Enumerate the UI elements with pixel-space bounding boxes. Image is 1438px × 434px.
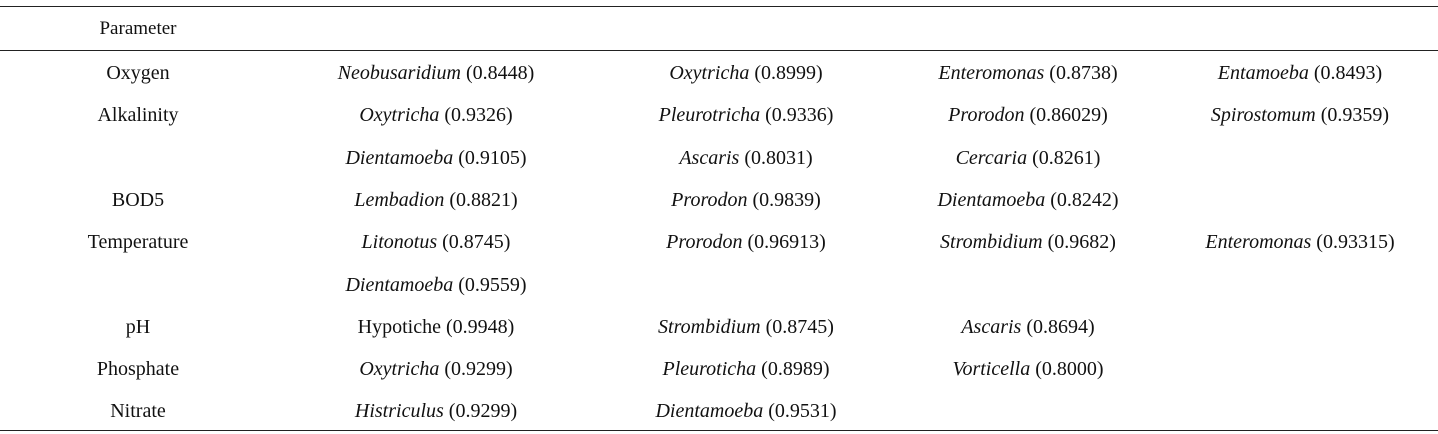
table-row: Nitrate Histriculus (0.9299) Dientamoeba (… [110,400,837,423]
correlation-value: (0.9299) [448,400,518,423]
correlation-value: (0.9336) [765,104,834,127]
correlation-value: (0.8448) [466,62,535,84]
table-row: Alkalinity Oxytricha (0.9326) Pleurotricha… [97,104,1390,127]
table-row: Oxygen Neobusaridium (0.8448) Oxytricha (0… [106,62,1383,84]
organism-name: Prorodon [948,104,1025,127]
correlation-value: (0.9839) [752,188,821,211]
correlation-value: (0.8261) [1032,146,1101,169]
correlation-value: (0.96913) [747,231,826,254]
organism-name: Pleuroticha [662,358,757,381]
organism-name: Pleurotricha [658,104,761,127]
correlation-value: (0.9359) [1320,104,1390,127]
correlation-value: (0.9948) [445,315,515,338]
correlation-value: (0.9531) [768,400,837,423]
table-row: Dientamoeba (0.9559) [0,270,1438,300]
organism-name: Ascaris [961,315,1022,338]
organism-name: Ascaris [679,146,740,169]
correlation-value: (0.9682) [1047,231,1116,254]
organism-name: Histriculus [354,400,444,423]
table-bottom-rule [0,430,1438,431]
organism-name: Oxytricha [359,358,440,381]
organism-name: Dientamoeba [345,146,454,169]
table-row: Dientamoeba (0.9105) Ascaris (0.8031) Cerc… [0,143,1438,173]
organism-name: Oxytricha [669,62,750,84]
organism-name: Vorticella [952,358,1031,381]
organism-name: Enteromonas [1205,231,1312,254]
table-top-rule [0,6,1438,7]
correlation-value: (0.9559) [458,273,527,296]
correlation-value: (0.8493) [1313,62,1383,84]
correlation-value: (0.8821) [449,188,518,211]
table-header-rule [0,50,1438,51]
table-row: Phosphate Oxytricha (0.9299) Pleuroticha (… [96,358,1104,381]
correlation-value: (0.9299) [444,358,513,381]
organism-name: Hypotiche [357,315,441,338]
table-row: Temperature Litonotus (0.8745) Prorodon (0… [87,231,1395,254]
organism-name: Oxytricha [359,104,440,127]
correlation-value: (0.93315) [1316,231,1395,254]
organism-name: Enteromonas [938,62,1045,84]
correlation-value: (0.8999) [754,62,823,84]
table-row: pH Hypotiche (0.9948) Strombidium (0.8745)… [125,315,1095,338]
organism-name: Strombidium [658,315,761,338]
correlation-value: (0.8745) [442,231,511,254]
correlation-value: (0.8989) [761,358,830,381]
organism-name: Neobusaridium [337,62,462,84]
table-row: BOD5 Lembadion (0.8821) Prorodon (0.9839) D… [111,188,1119,211]
organism-name: Prorodon [666,231,743,254]
organism-name: Prorodon [671,188,748,211]
organism-name: Entamoeba [1217,62,1309,84]
organism-name: Strombidium [940,231,1043,254]
correlation-value: (0.9105) [458,146,527,169]
organism-name: Litonotus [361,231,438,254]
correlation-value: (0.8694) [1026,315,1095,338]
correlation-value: (0.8242) [1050,188,1119,211]
correlation-value: (0.8745) [765,315,834,338]
organism-name: Spirostomum [1210,104,1316,127]
organism-name: Dientamoeba [345,273,454,296]
correlation-value: (0.8738) [1049,62,1118,84]
organism-name: Dientamoeba [655,400,764,423]
correlation-value: (0.9326) [444,104,513,127]
organism-name: Dientamoeba [937,188,1046,211]
correlation-value: (0.8000) [1035,358,1104,381]
organism-name: Lembadion [354,188,445,211]
correlation-value: (0.86029) [1029,104,1108,127]
correlation-value: (0.8031) [744,146,813,169]
organism-name: Cercaria [955,146,1028,169]
